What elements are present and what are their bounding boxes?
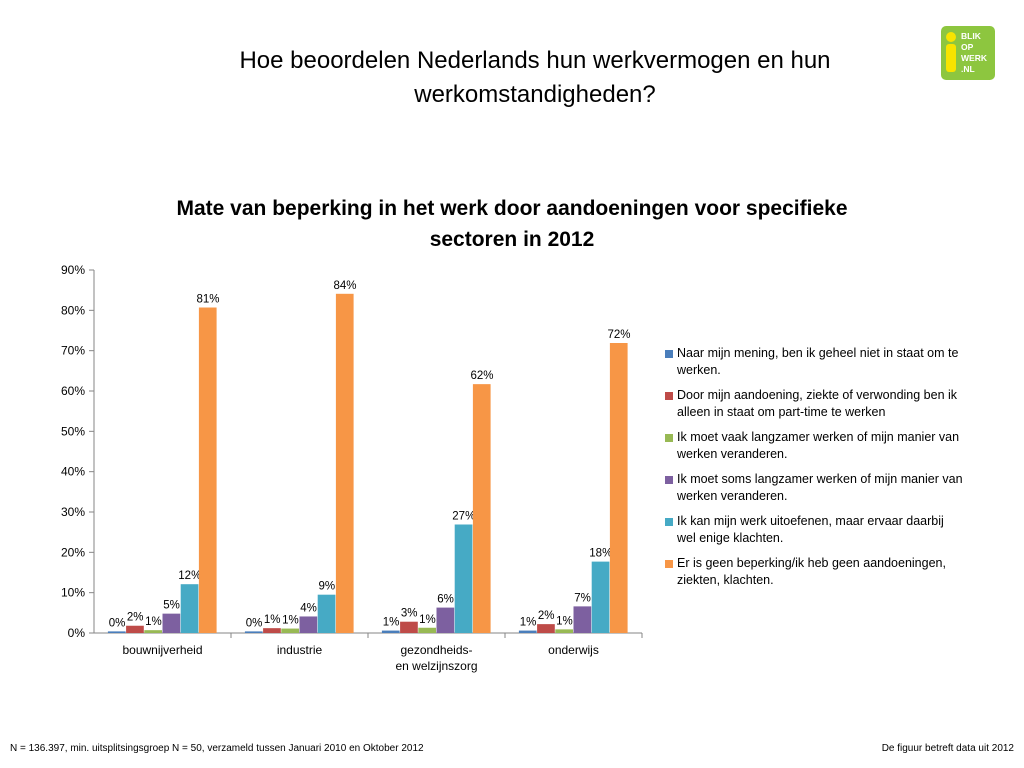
legend-swatch bbox=[665, 392, 673, 400]
bar bbox=[591, 561, 610, 633]
bar bbox=[263, 628, 281, 633]
logo-figure-body bbox=[946, 44, 956, 72]
bar bbox=[381, 630, 400, 633]
logo-text-line-4: .NL bbox=[961, 64, 975, 74]
data-label: 2% bbox=[538, 610, 555, 622]
blik-op-werk-logo: BLIK OP WERK .NL bbox=[941, 26, 995, 80]
legend-item: Naar mijn mening, ben ik geheel niet in … bbox=[665, 345, 965, 379]
bar bbox=[418, 627, 436, 633]
data-label: 27% bbox=[452, 511, 475, 523]
data-label: 72% bbox=[607, 329, 630, 341]
data-label: 1% bbox=[520, 617, 537, 629]
logo-text-line-2: OP bbox=[961, 42, 974, 52]
bar bbox=[162, 613, 181, 633]
bar bbox=[180, 584, 199, 633]
bar bbox=[609, 343, 628, 633]
bar bbox=[436, 607, 455, 633]
bar bbox=[335, 293, 354, 633]
data-label: 5% bbox=[163, 600, 180, 612]
y-tick-label: 0% bbox=[68, 626, 86, 640]
logo-figure-head bbox=[946, 32, 956, 42]
legend-item: Ik moet soms langzamer werken of mijn ma… bbox=[665, 471, 965, 505]
x-category-label: industrie bbox=[277, 643, 323, 657]
bar bbox=[400, 621, 418, 633]
slide-title: Hoe beoordelen Nederlands hun werkvermog… bbox=[239, 47, 831, 108]
data-label: 0% bbox=[109, 617, 126, 629]
bar bbox=[107, 631, 126, 633]
data-label: 62% bbox=[470, 370, 493, 382]
bar bbox=[573, 606, 592, 633]
bar bbox=[472, 384, 491, 633]
data-label: 1% bbox=[419, 614, 436, 626]
legend-swatch bbox=[665, 518, 673, 526]
data-label: 84% bbox=[333, 280, 356, 292]
y-tick-label: 80% bbox=[61, 303, 85, 317]
y-tick-label: 20% bbox=[61, 545, 85, 559]
legend-label: Ik moet vaak langzamer werken of mijn ma… bbox=[677, 430, 960, 461]
legend-item: Door mijn aandoening, ziekte of verwondi… bbox=[665, 387, 965, 421]
bar bbox=[126, 625, 144, 633]
data-label: 12% bbox=[178, 570, 201, 582]
data-label: 9% bbox=[318, 581, 335, 593]
data-label: 0% bbox=[246, 617, 263, 629]
bar bbox=[555, 629, 573, 633]
data-label: 1% bbox=[556, 615, 573, 627]
legend-label: Ik kan mijn werk uitoefenen, maar ervaar… bbox=[677, 514, 944, 545]
legend-swatch bbox=[665, 476, 673, 484]
bar bbox=[454, 524, 473, 633]
legend-label: Ik moet soms langzamer werken of mijn ma… bbox=[677, 472, 963, 503]
footer-sample-note: N = 136.397, min. uitsplitsingsgroep N =… bbox=[10, 743, 424, 754]
data-label: 6% bbox=[437, 594, 454, 606]
y-tick-label: 30% bbox=[61, 505, 85, 519]
y-tick-label: 50% bbox=[61, 424, 85, 438]
x-category-label: gezondheids-en welzijnszorg bbox=[395, 643, 477, 673]
bar bbox=[244, 631, 263, 633]
legend-item: Ik moet vaak langzamer werken of mijn ma… bbox=[665, 429, 965, 463]
y-tick-label: 40% bbox=[61, 465, 85, 479]
y-tick-label: 70% bbox=[61, 344, 85, 358]
bar bbox=[518, 630, 537, 633]
legend-label: Naar mijn mening, ben ik geheel niet in … bbox=[677, 346, 959, 377]
legend-swatch bbox=[665, 560, 673, 568]
chart-legend: Naar mijn mening, ben ik geheel niet in … bbox=[665, 345, 965, 597]
data-label: 18% bbox=[589, 548, 612, 560]
bar bbox=[144, 630, 162, 633]
x-category-label: bouwnijverheid bbox=[122, 643, 202, 657]
data-label: 2% bbox=[127, 612, 144, 624]
legend-item: Er is geen beperking/ik heb geen aandoen… bbox=[665, 555, 965, 589]
y-tick-label: 90% bbox=[61, 263, 85, 277]
chart-title: Mate van beperking in het werk door aand… bbox=[176, 197, 848, 251]
data-label: 4% bbox=[300, 602, 317, 614]
bar bbox=[299, 616, 318, 633]
data-label: 3% bbox=[401, 608, 418, 620]
bar bbox=[317, 594, 336, 633]
y-tick-label: 10% bbox=[61, 586, 85, 600]
legend-swatch bbox=[665, 350, 673, 358]
legend-label: Door mijn aandoening, ziekte of verwondi… bbox=[677, 388, 958, 419]
logo-text-line-1: BLIK bbox=[961, 31, 982, 41]
y-tick-label: 60% bbox=[61, 384, 85, 398]
bar bbox=[537, 624, 555, 633]
legend-label: Er is geen beperking/ik heb geen aandoen… bbox=[677, 556, 946, 587]
data-label: 81% bbox=[196, 294, 219, 306]
data-label: 1% bbox=[264, 614, 281, 626]
legend-swatch bbox=[665, 434, 673, 442]
x-category-label: onderwijs bbox=[548, 643, 599, 657]
bar bbox=[198, 307, 217, 633]
data-label: 1% bbox=[282, 615, 299, 627]
footer-data-year: De figuur betreft data uit 2012 bbox=[881, 743, 1014, 754]
data-label: 1% bbox=[383, 617, 400, 629]
data-label: 1% bbox=[145, 616, 162, 628]
bar bbox=[281, 628, 299, 633]
legend-item: Ik kan mijn werk uitoefenen, maar ervaar… bbox=[665, 513, 965, 547]
logo-text-line-3: WERK bbox=[961, 53, 988, 63]
data-label: 7% bbox=[574, 592, 591, 604]
